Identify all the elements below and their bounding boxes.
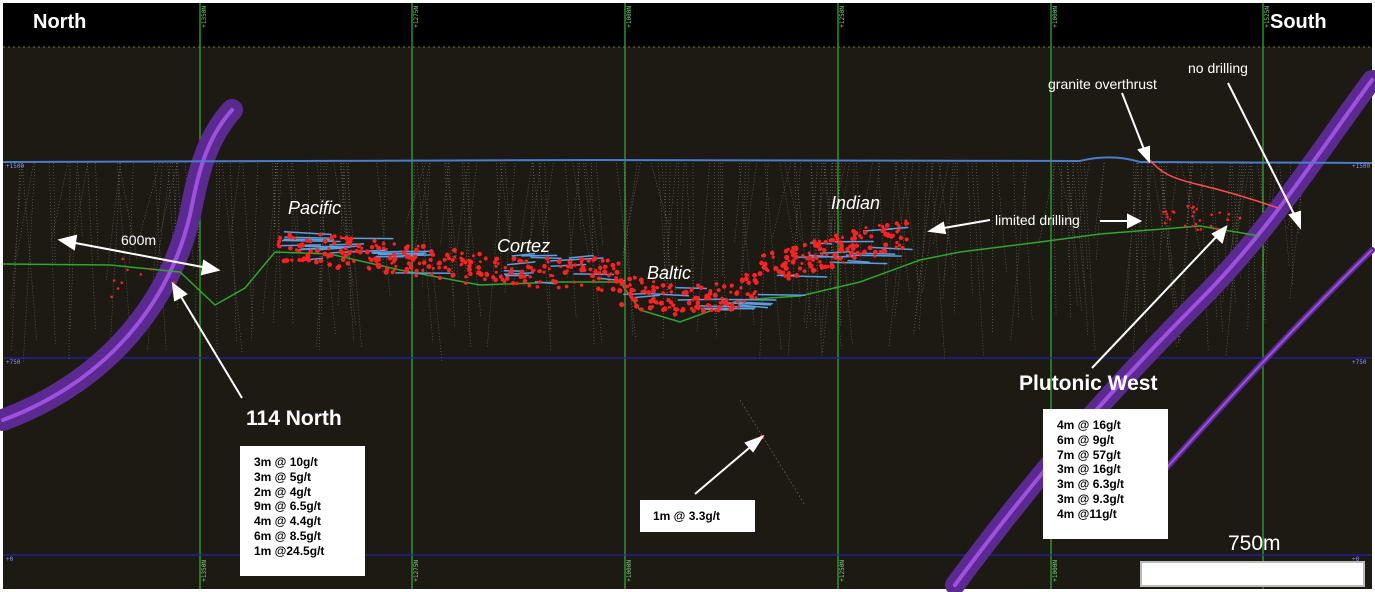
scale-label: 750m [1228, 532, 1281, 555]
intercept-row: 6m @ 9g/t [1057, 432, 1115, 447]
grid-tick-bottom-5: +1000N [1052, 560, 1059, 582]
grid-tick-bottom-2: +1275N [413, 560, 420, 582]
plutonic-west-arrow [1091, 234, 1219, 369]
overthrust-arrow [1121, 92, 1146, 153]
intercept-row: 3m @ 9.3g/t [1057, 491, 1125, 506]
no-drilling-label: no drilling [1188, 60, 1248, 76]
arrows [57, 82, 1301, 495]
north-label: North [33, 11, 87, 33]
level-tick-left-750: +750 [6, 359, 21, 366]
distance-arrow-right-head [200, 259, 221, 276]
drill-traces [11, 162, 1305, 506]
grid-tick-2: +1275N [413, 6, 420, 28]
intercept-row: 3m @ 6.3g/t [1057, 477, 1125, 492]
intercept-row: 4m @ 4.4g/t [254, 514, 322, 529]
limited-drilling-label: limited drilling [995, 212, 1080, 228]
granite-overthrust-label: granite overthrust [1048, 76, 1157, 92]
level-tick-left-0: +0 [6, 556, 14, 563]
intercepts-box-deep: 1m @ 3.3g/t [640, 500, 755, 532]
level-tick-left-1500: +1500 [6, 163, 25, 170]
mineralisation-points [110, 204, 1242, 439]
target-title-114-north: 114 North [246, 407, 342, 430]
grid-tick-bottom-4: +1250N [839, 560, 846, 582]
grid-tick-4: +1250N [839, 6, 846, 28]
zone-label-pacific: Pacific [288, 198, 342, 218]
deep-intercept-arrow [694, 442, 756, 495]
zone-label-cortez: Cortez [497, 236, 551, 256]
no-drilling-arrow [1227, 82, 1297, 219]
intercept-row: 1m @24.5g/t [254, 543, 325, 558]
south-label: South [1270, 11, 1327, 33]
intercept-row: 7m @ 57g/t [1057, 447, 1121, 462]
grid-tick-1: +1350N [201, 6, 208, 28]
target-title-plutonic-west: Plutonic West [1019, 372, 1158, 395]
overthrust-line [1149, 159, 1279, 209]
intercept-row: 4m @ 16g/t [1057, 418, 1121, 432]
intercepts-box-114-north: 3m @ 10g/t 3m @ 5g/t 2m @ 4g/t 9m @ 6.5g… [240, 446, 365, 576]
grid-tick-bottom-1: +1350N [201, 560, 208, 582]
intercept-row: 2m @ 4g/t [254, 484, 312, 499]
zone-label-baltic: Baltic [647, 263, 692, 283]
level-tick-right-0: +0 [1352, 556, 1360, 563]
grid-tick-5: +1000N [1052, 6, 1059, 28]
grid-tick-bottom-3: +1000N [626, 560, 633, 582]
north-target-arrow [179, 294, 243, 399]
intercepts-box-plutonic-west: 4m @ 16g/t 6m @ 9g/t 7m @ 57g/t 3m @ 16g… [1043, 409, 1168, 539]
scale-bar [1140, 561, 1365, 587]
intercept-row: 1m @ 3.3g/t [653, 509, 721, 523]
intercept-row: 4m @11g/t [1057, 506, 1117, 521]
intercept-row: 3m @ 16g/t [1057, 462, 1121, 477]
intercept-row: 9m @ 6.5g/t [254, 499, 322, 514]
intercept-row: 3m @ 10g/t [254, 455, 318, 469]
distance-label: 600m [121, 232, 157, 248]
header-band [3, 3, 1372, 47]
level-tick-right-750: +750 [1352, 359, 1367, 366]
zone-label-indian: Indian [831, 193, 881, 213]
grid-tick-3: +1000N [626, 6, 633, 28]
limited-drilling-left-arrow [937, 219, 991, 230]
distance-arrow-left-head [57, 234, 78, 251]
geology-contact-line [2, 225, 1261, 323]
intercept-row: 3m @ 5g/t [254, 469, 312, 484]
level-tick-right-1500: +1500 [1352, 163, 1371, 170]
distance-arrow-line [69, 241, 209, 269]
intercept-row: 6m @ 8.5g/t [254, 528, 322, 543]
